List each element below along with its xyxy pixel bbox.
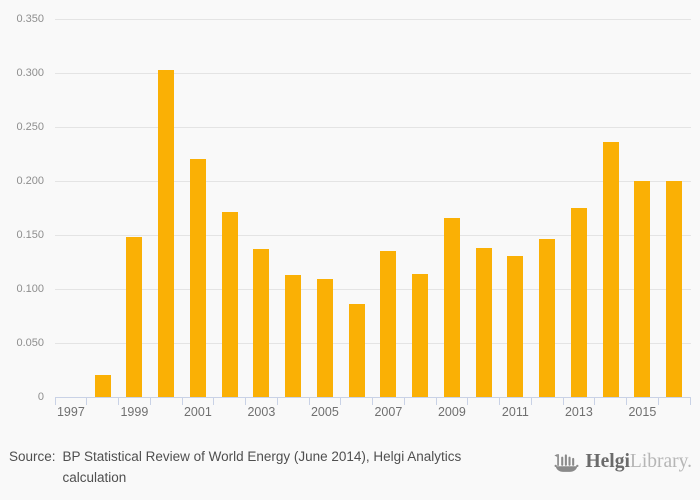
bar-1999 bbox=[126, 237, 143, 397]
bar-2009 bbox=[443, 217, 460, 397]
gridline-0.050 bbox=[55, 342, 691, 344]
bar-2004 bbox=[285, 274, 302, 397]
y-axis-label-0.150: 0.150 bbox=[16, 229, 44, 241]
x-axis-label-2005: 2005 bbox=[310, 405, 339, 419]
bar-2008 bbox=[412, 273, 429, 397]
x-axis-tick bbox=[86, 397, 88, 405]
x-axis-tick bbox=[594, 397, 596, 405]
y-axis-label-0.350: 0.350 bbox=[16, 13, 44, 25]
source-text: BP Statistical Review of World Energy (J… bbox=[63, 446, 462, 488]
x-axis-label-2011: 2011 bbox=[501, 405, 529, 419]
x-axis-tick bbox=[118, 397, 119, 405]
logo-text: HelgiLibrary. bbox=[585, 446, 692, 478]
x-axis-label-2001: 2001 bbox=[183, 405, 212, 419]
gridline-0.350 bbox=[55, 18, 691, 20]
bar-2015 bbox=[634, 181, 651, 397]
bar-2016 bbox=[666, 181, 683, 397]
x-axis-tick bbox=[372, 397, 373, 405]
source-text-line-2: calculation bbox=[62, 470, 127, 485]
bar-2000 bbox=[158, 69, 175, 397]
x-axis-tick bbox=[276, 397, 278, 405]
x-axis-tick bbox=[530, 397, 532, 405]
gridline-0.150 bbox=[55, 234, 691, 236]
x-axis-label-2009: 2009 bbox=[437, 405, 466, 419]
helgi-ship-icon bbox=[554, 453, 579, 472]
helgi-library-logo[interactable]: HelgiLibrary. bbox=[554, 446, 692, 478]
x-axis-tick bbox=[562, 397, 564, 405]
plot-area: 0 0.050 0.100 0.150 0.200 0.250 0.300 0.350 1997… bbox=[16, 13, 691, 419]
bar-2014 bbox=[602, 142, 619, 397]
bar-2001 bbox=[189, 159, 206, 397]
y-axis-label-0: 0 bbox=[37, 391, 44, 403]
bar-2007 bbox=[380, 251, 397, 397]
x-axis-tick bbox=[245, 397, 246, 405]
bar-2010 bbox=[475, 247, 492, 397]
bar-2005 bbox=[316, 279, 333, 397]
footer: Source: BP Statistical Review of World E… bbox=[0, 440, 700, 500]
y-axis-label-0.100: 0.100 bbox=[16, 283, 44, 295]
bar-2012 bbox=[539, 239, 556, 397]
x-axis-tick bbox=[657, 397, 659, 405]
y-axis-label-0.250: 0.250 bbox=[16, 121, 44, 133]
source-note: Source: BP Statistical Review of World E… bbox=[9, 446, 461, 488]
logo-brand-helgi: Helgi bbox=[585, 451, 630, 472]
x-axis-tick bbox=[467, 397, 469, 405]
bar-2003 bbox=[253, 249, 270, 397]
bar-2013 bbox=[570, 208, 587, 397]
bar-2002 bbox=[221, 212, 238, 397]
y-axis-label-0.200: 0.200 bbox=[16, 175, 44, 187]
x-axis-tick bbox=[149, 397, 151, 405]
x-axis bbox=[55, 397, 691, 398]
y-axis-label-0.050: 0.050 bbox=[16, 337, 44, 349]
x-axis-label-1999: 1999 bbox=[120, 405, 149, 419]
source-label: Source: bbox=[9, 449, 56, 464]
bar-2006 bbox=[348, 304, 365, 397]
x-axis-tick bbox=[308, 397, 310, 405]
x-axis-tick bbox=[499, 397, 500, 405]
x-axis-label-1997: 1997 bbox=[56, 405, 85, 419]
gridline-0.250 bbox=[55, 126, 691, 128]
gridline-0.300 bbox=[55, 72, 691, 74]
x-axis-tick bbox=[689, 397, 691, 405]
source-text-line-1: BP Statistical Review of World Energy (J… bbox=[62, 449, 462, 464]
x-axis-label-2003: 2003 bbox=[247, 405, 276, 419]
x-axis-label-2013: 2013 bbox=[564, 405, 593, 419]
bar-1998 bbox=[94, 375, 111, 397]
x-axis-label-2015: 2015 bbox=[628, 405, 657, 419]
x-axis-tick bbox=[213, 397, 215, 405]
x-axis-tick bbox=[626, 397, 627, 405]
logo-brand-library: Library. bbox=[629, 451, 692, 472]
x-axis-tick bbox=[181, 397, 183, 405]
x-axis-label-2007: 2007 bbox=[374, 405, 403, 419]
y-axis-label-0.300: 0.300 bbox=[16, 67, 44, 79]
x-axis-tick bbox=[340, 397, 342, 405]
gridline-0.100 bbox=[55, 288, 691, 290]
gridline-0.200 bbox=[55, 180, 691, 182]
x-axis-tick bbox=[403, 397, 405, 405]
x-axis-tick bbox=[54, 397, 56, 405]
x-axis-tick bbox=[435, 397, 437, 405]
bar-2011 bbox=[507, 255, 524, 397]
